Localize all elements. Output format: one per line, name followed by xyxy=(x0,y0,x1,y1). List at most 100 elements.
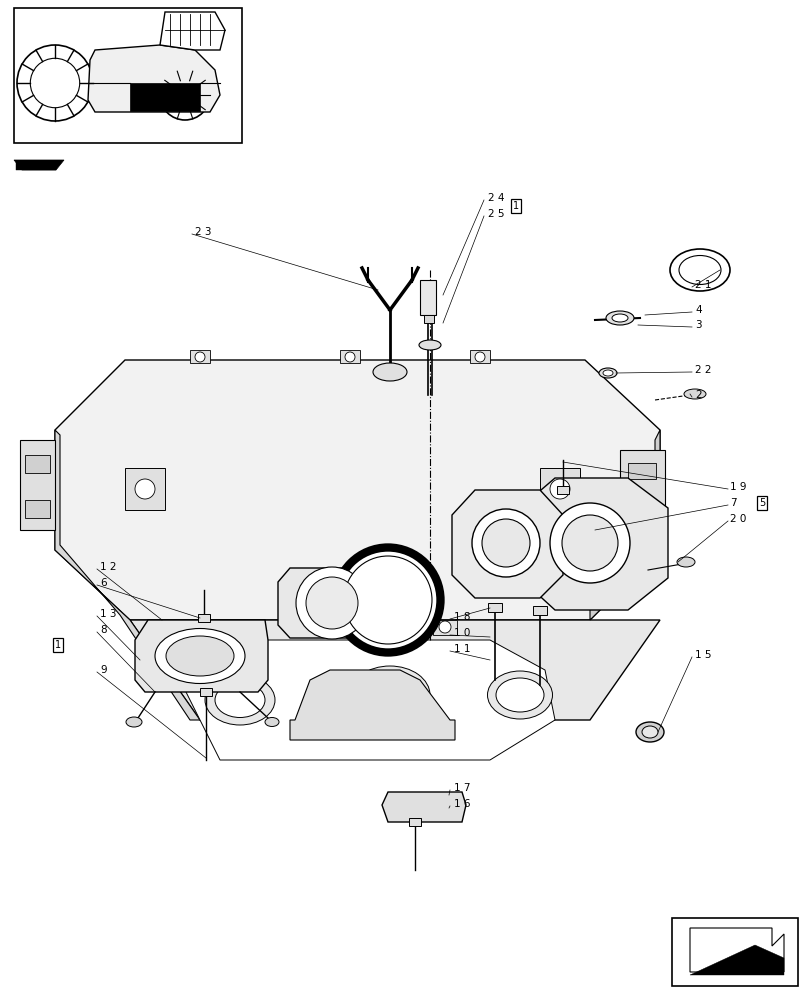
Bar xyxy=(672,918,797,986)
Bar xyxy=(200,688,212,696)
Polygon shape xyxy=(175,640,554,760)
Text: 2 5: 2 5 xyxy=(487,209,504,219)
Text: 1 0: 1 0 xyxy=(453,628,470,638)
Text: 1: 1 xyxy=(513,201,518,211)
Text: 2 4: 2 4 xyxy=(487,193,504,203)
Bar xyxy=(627,507,655,523)
Ellipse shape xyxy=(335,548,440,652)
Ellipse shape xyxy=(683,389,705,399)
Text: 3: 3 xyxy=(694,320,701,330)
Circle shape xyxy=(30,58,79,108)
Ellipse shape xyxy=(264,718,279,726)
Bar xyxy=(190,350,210,363)
Ellipse shape xyxy=(561,515,617,571)
Polygon shape xyxy=(20,440,55,530)
Polygon shape xyxy=(135,620,268,692)
Polygon shape xyxy=(539,468,579,510)
Text: 1 5: 1 5 xyxy=(694,650,710,660)
Circle shape xyxy=(17,45,93,121)
Polygon shape xyxy=(689,945,783,975)
Bar xyxy=(152,620,177,635)
Circle shape xyxy=(439,621,450,633)
Ellipse shape xyxy=(642,726,657,738)
Polygon shape xyxy=(55,360,659,620)
Circle shape xyxy=(195,352,204,362)
Text: 1 2: 1 2 xyxy=(100,562,116,572)
Bar xyxy=(432,620,457,635)
Text: 8: 8 xyxy=(100,625,106,635)
Bar xyxy=(419,280,436,315)
Bar xyxy=(340,350,359,363)
Ellipse shape xyxy=(669,249,729,291)
Circle shape xyxy=(474,352,484,362)
Polygon shape xyxy=(620,450,664,540)
Ellipse shape xyxy=(215,682,264,718)
Bar xyxy=(16,161,56,170)
Ellipse shape xyxy=(635,722,663,742)
Ellipse shape xyxy=(611,314,627,322)
Bar xyxy=(556,486,569,494)
Text: 4: 4 xyxy=(694,305,701,315)
Ellipse shape xyxy=(361,674,418,716)
Polygon shape xyxy=(160,12,225,50)
Bar xyxy=(130,83,200,111)
Ellipse shape xyxy=(344,556,431,644)
Polygon shape xyxy=(125,468,165,510)
Text: 2 3: 2 3 xyxy=(195,227,211,237)
Text: 1 6: 1 6 xyxy=(453,799,470,809)
Bar xyxy=(25,455,50,473)
Bar xyxy=(532,606,547,615)
Circle shape xyxy=(135,479,155,499)
Ellipse shape xyxy=(306,577,358,629)
Text: 1 9: 1 9 xyxy=(729,482,745,492)
Polygon shape xyxy=(519,478,667,610)
Polygon shape xyxy=(14,160,64,170)
Bar xyxy=(627,463,655,479)
Ellipse shape xyxy=(155,629,245,684)
Ellipse shape xyxy=(372,363,406,381)
Polygon shape xyxy=(55,430,200,720)
Text: 2 2: 2 2 xyxy=(694,365,710,375)
Text: 7: 7 xyxy=(729,498,736,508)
Bar xyxy=(198,614,210,622)
Text: 6: 6 xyxy=(100,578,106,588)
Ellipse shape xyxy=(482,519,530,567)
Circle shape xyxy=(160,70,210,120)
Polygon shape xyxy=(290,670,454,740)
Bar xyxy=(423,315,433,323)
Ellipse shape xyxy=(487,671,551,719)
Ellipse shape xyxy=(678,255,720,284)
Ellipse shape xyxy=(165,636,234,676)
Polygon shape xyxy=(452,490,562,598)
Text: 2 0: 2 0 xyxy=(729,514,745,524)
Text: 1 1: 1 1 xyxy=(453,644,470,654)
Text: 2 1: 2 1 xyxy=(694,280,710,290)
Ellipse shape xyxy=(296,567,367,639)
Text: 1 8: 1 8 xyxy=(453,612,470,622)
Polygon shape xyxy=(689,928,783,972)
Circle shape xyxy=(345,352,354,362)
Circle shape xyxy=(159,621,171,633)
Bar xyxy=(487,603,501,612)
Ellipse shape xyxy=(599,368,616,378)
Bar xyxy=(14,8,242,143)
Text: 2: 2 xyxy=(694,390,701,400)
Polygon shape xyxy=(130,620,659,720)
Ellipse shape xyxy=(350,666,430,724)
Ellipse shape xyxy=(496,678,543,712)
Text: 9: 9 xyxy=(100,665,106,675)
Bar xyxy=(25,500,50,518)
Bar xyxy=(470,350,489,363)
Ellipse shape xyxy=(471,509,539,577)
Circle shape xyxy=(303,621,315,633)
Ellipse shape xyxy=(603,370,612,376)
Circle shape xyxy=(169,80,200,110)
Text: 1 3: 1 3 xyxy=(100,609,116,619)
Ellipse shape xyxy=(676,557,694,567)
Text: 1: 1 xyxy=(55,640,61,650)
Circle shape xyxy=(549,479,569,499)
Bar xyxy=(409,818,420,826)
Ellipse shape xyxy=(605,311,633,325)
Polygon shape xyxy=(590,430,659,620)
Text: 1 7: 1 7 xyxy=(453,783,470,793)
